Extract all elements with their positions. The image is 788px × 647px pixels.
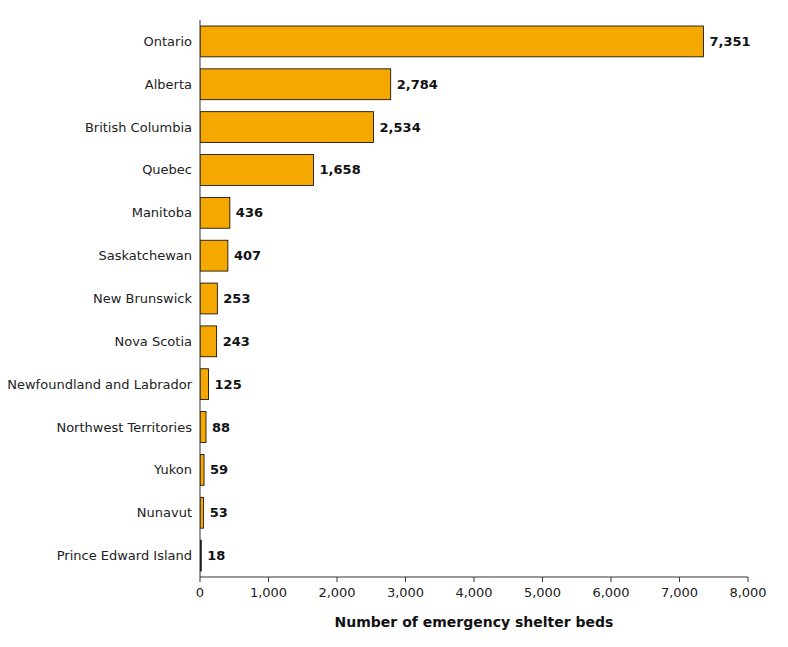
y-axis-line [200, 20, 201, 577]
x-tick-label: 0 [196, 585, 204, 600]
x-tick [611, 577, 612, 582]
data-label: 125 [215, 377, 242, 392]
data-label: 253 [223, 291, 250, 306]
chart-svg: 18 53 59 88 125 243 253 407 436 1,658 2,534 2,784 7,… [0, 0, 788, 647]
x-tick [337, 577, 338, 582]
data-label: 407 [234, 248, 261, 263]
bar [200, 454, 204, 485]
data-label: 53 [210, 505, 228, 520]
x-tick-label: 3,000 [387, 585, 424, 600]
x-tick [474, 577, 475, 582]
bar [200, 497, 204, 528]
x-axis-label: Number of emergency shelter beds [335, 614, 614, 630]
bar [200, 69, 391, 100]
y-tick-label: British Columbia [85, 120, 192, 135]
bar [200, 326, 217, 357]
y-tick-label: Alberta [145, 77, 192, 92]
data-label: 59 [210, 462, 228, 477]
data-label: 2,784 [397, 77, 438, 92]
bar [200, 412, 206, 443]
bar [200, 26, 704, 57]
x-tick [200, 577, 201, 582]
x-tick-label: 7,000 [661, 585, 698, 600]
y-tick-label: Prince Edward Island [57, 548, 192, 563]
data-label: 88 [212, 420, 230, 435]
data-label: 18 [207, 548, 225, 563]
y-tick-label: Nova Scotia [115, 334, 193, 349]
x-tick [679, 577, 680, 582]
data-label: 243 [223, 334, 250, 349]
y-tick-label: Newfoundland and Labrador [7, 377, 192, 392]
x-tick-label: 1,000 [250, 585, 287, 600]
bar [200, 112, 374, 143]
bar [200, 283, 217, 314]
x-tick [405, 577, 406, 582]
y-tick-label: Saskatchewan [98, 248, 192, 263]
x-tick [268, 577, 269, 582]
y-tick-label: Northwest Territories [56, 420, 192, 435]
y-tick-label: Nunavut [137, 505, 192, 520]
y-tick-label: Yukon [153, 462, 192, 477]
x-tick-label: 8,000 [729, 585, 766, 600]
y-tick-label: Quebec [142, 162, 192, 177]
x-tick-label: 6,000 [592, 585, 629, 600]
data-label: 2,534 [380, 120, 421, 135]
y-tick-label: New Brunswick [93, 291, 192, 306]
bar [200, 240, 228, 271]
bar [200, 155, 314, 186]
bar [200, 369, 209, 400]
y-tick-label: Ontario [144, 34, 192, 49]
data-label: 436 [236, 205, 263, 220]
x-tick-label: 5,000 [524, 585, 561, 600]
x-tick-label: 2,000 [318, 585, 355, 600]
bars [200, 26, 704, 571]
bar [200, 197, 230, 228]
data-label: 7,351 [710, 34, 751, 49]
x-tick-label: 4,000 [455, 585, 492, 600]
y-tick-label: Manitoba [132, 205, 192, 220]
x-tick [542, 577, 543, 582]
data-label: 1,658 [320, 162, 361, 177]
x-tick [748, 577, 749, 582]
chart-container: 18 53 59 88 125 243 253 407 436 1,658 2,534 2,784 7,… [0, 0, 788, 647]
